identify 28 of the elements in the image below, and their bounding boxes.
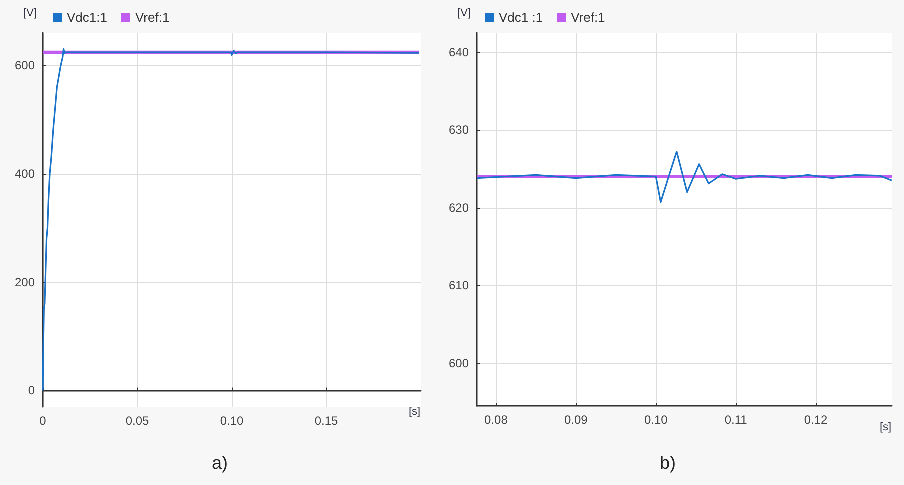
y-tick-label: 620 (448, 200, 470, 215)
y-tick-label: 600 (448, 356, 470, 370)
x-tick-label: 0 (40, 414, 47, 428)
x-axis-title: [s] (409, 406, 421, 418)
legend-label: Vref:1 (135, 10, 170, 25)
text: a) (212, 453, 228, 473)
x-tick-label: 0.09 (564, 413, 588, 427)
y-axis-title: [V] (24, 8, 37, 20)
y-tick-label: 610 (448, 278, 470, 293)
x-tick-label: 0.05 (126, 414, 150, 428)
x-tick-label: 0.10 (220, 414, 244, 428)
x-tick-label: 0.08 (484, 413, 508, 427)
y-tick-label: 400 (14, 166, 36, 181)
y-tick-label: 600 (14, 58, 36, 73)
y-tick-label: 640 (448, 45, 470, 60)
y-tick-label: 200 (14, 275, 36, 290)
x-tick-label: 0.15 (314, 414, 338, 428)
x-tick-label: 0.11 (724, 413, 748, 427)
text: b) (660, 453, 676, 473)
legend-label: Vref:1 (571, 10, 606, 25)
x-tick-label: 0.12 (804, 413, 828, 427)
x-tick-label: 0.10 (644, 413, 668, 427)
legend-label: Vdc1 :1 (499, 10, 544, 25)
legend-label: Vdc1:1 (67, 10, 108, 25)
y-axis-title: [V] (458, 8, 471, 20)
y-tick-label: 630 (448, 123, 470, 138)
x-axis-title: [s] (880, 422, 892, 434)
y-tick-label: 0 (28, 384, 36, 398)
